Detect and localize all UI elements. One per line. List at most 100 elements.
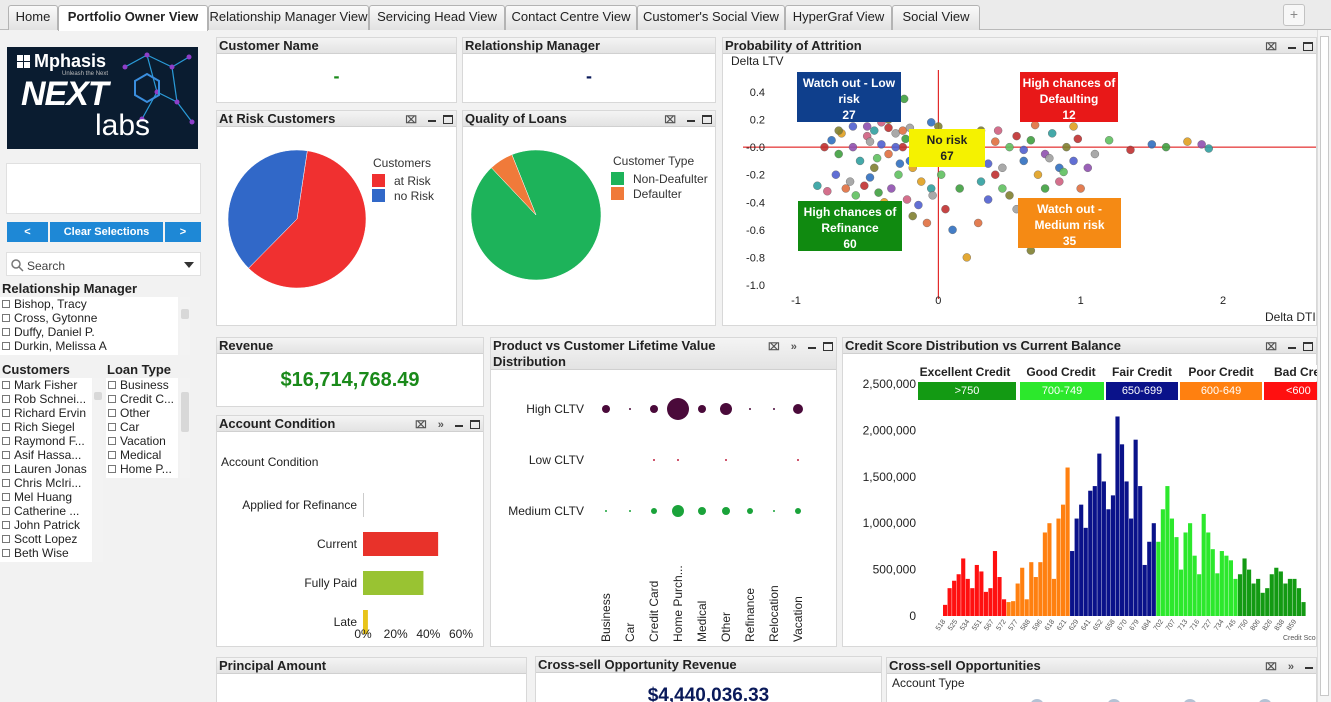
data-point: [941, 204, 950, 214]
cycle-icon[interactable]: »: [437, 419, 448, 431]
row-label: Low CLTV: [529, 453, 584, 467]
list-item[interactable]: Other: [106, 406, 178, 420]
histogram-bar: [1110, 495, 1116, 616]
list-item[interactable]: Durkin, Melissa A: [0, 339, 178, 353]
data-point: [865, 173, 875, 182]
tab-contact-centre-view[interactable]: Contact Centre View: [505, 5, 637, 30]
maximize-icon[interactable]: [443, 115, 453, 124]
cycle-icon[interactable]: »: [1287, 661, 1298, 673]
list-item[interactable]: Bishop, Tracy: [0, 297, 178, 311]
minimize-icon[interactable]: [807, 347, 816, 349]
tab-portfolio-owner-view[interactable]: Portfolio Owner View: [58, 5, 208, 31]
search-box[interactable]: Search: [6, 252, 201, 276]
loan-type-scrollbar[interactable]: [180, 378, 190, 478]
account-condition-bar-chart[interactable]: Applied for Refinance Current Fully Paid La…: [217, 432, 485, 646]
list-item[interactable]: Business: [106, 378, 178, 392]
tab-servicing-head-view[interactable]: Servicing Head View: [369, 5, 505, 30]
maximize-icon[interactable]: [823, 342, 833, 351]
credit-score-bar-chart[interactable]: 2,500,000 2,000,000 1,500,000 1,000,000 500,…: [843, 354, 1317, 646]
tick-label: -1: [791, 295, 801, 307]
bubble: [747, 508, 753, 514]
list-item[interactable]: Raymond F...: [0, 434, 92, 448]
back-button[interactable]: <: [7, 222, 48, 242]
bubble: [749, 408, 751, 410]
maximize-icon[interactable]: [702, 115, 712, 124]
customers-scrollbar[interactable]: [93, 378, 103, 562]
list-item[interactable]: Vacation: [106, 434, 178, 448]
list-item[interactable]: Richard Ervin: [0, 406, 92, 420]
clear-icon[interactable]: ⌧: [1265, 42, 1281, 53]
add-tab-button[interactable]: +: [1283, 4, 1305, 26]
data-point: [927, 184, 936, 193]
list-item[interactable]: Catherine ...: [0, 504, 92, 518]
list-item[interactable]: Lauren Jonas: [0, 462, 92, 476]
tick-label: 0.4: [750, 87, 765, 99]
data-point: [914, 200, 923, 210]
data-point: [983, 195, 993, 204]
cycle-icon[interactable]: »: [790, 341, 801, 353]
list-item[interactable]: Duffy, Daniel P.: [0, 325, 178, 339]
maximize-icon[interactable]: [1303, 342, 1313, 351]
list-item[interactable]: John Patrick: [0, 518, 92, 532]
clear-selections-button[interactable]: Clear Selections: [50, 222, 163, 242]
panel-title: Customer Name: [217, 38, 456, 54]
page-scrollbar[interactable]: [1317, 30, 1331, 702]
list-item[interactable]: Car: [106, 420, 178, 434]
minimize-icon[interactable]: [454, 425, 463, 427]
list-item[interactable]: Scott Lopez: [0, 532, 92, 546]
forward-button[interactable]: >: [165, 222, 201, 242]
histogram-bar: [1296, 588, 1302, 616]
minimize-icon[interactable]: [1287, 347, 1296, 349]
histogram-bar: [1065, 467, 1070, 616]
clear-icon[interactable]: ⌧: [664, 115, 680, 126]
legend-item: Non-Deafulter: [611, 172, 708, 186]
clear-icon[interactable]: ⌧: [415, 420, 431, 431]
data-point: [917, 177, 926, 186]
tab-relationship-manager-view[interactable]: Relationship Manager View: [208, 5, 369, 30]
list-item[interactable]: Beth Wise: [0, 546, 92, 560]
relationship-manager-scrollbar[interactable]: [180, 297, 190, 355]
tick-label: 596: [1032, 618, 1044, 632]
clear-icon[interactable]: ⌧: [405, 115, 421, 126]
at-risk-pie-chart[interactable]: [225, 145, 375, 295]
x-axis-label: Credit Score: [1283, 635, 1317, 642]
tick-label: 588: [1020, 618, 1032, 632]
minimize-icon[interactable]: [1305, 667, 1313, 669]
tab-customers-social-view[interactable]: Customer's Social View: [637, 5, 785, 30]
histogram-bar: [997, 577, 1002, 616]
tab-hypergraf-view[interactable]: HyperGraf View: [785, 5, 892, 30]
panel-title: Credit Score Distribution vs Current Bal…: [843, 338, 1316, 354]
list-item[interactable]: Asif Hassa...: [0, 448, 92, 462]
tab-social-view[interactable]: Social View: [892, 5, 980, 30]
list-item[interactable]: Cross, Gytonne: [0, 311, 178, 325]
clear-icon[interactable]: ⌧: [768, 342, 784, 353]
clear-icon[interactable]: ⌧: [1265, 342, 1281, 353]
histogram-bar: [1269, 574, 1274, 616]
bar: [363, 610, 368, 634]
data-point: [1069, 122, 1078, 131]
list-item[interactable]: Mark Fisher: [0, 378, 92, 392]
tick-label: 621: [1056, 618, 1068, 632]
list-item[interactable]: Credit C...: [106, 392, 178, 406]
list-item[interactable]: Chris McIri...: [0, 476, 92, 490]
maximize-icon[interactable]: [1303, 42, 1313, 51]
maximize-icon[interactable]: [470, 420, 480, 429]
list-item[interactable]: Home P...: [106, 462, 178, 476]
data-point: [823, 187, 832, 196]
histogram-bar: [1165, 486, 1170, 616]
list-item[interactable]: Medical: [106, 448, 178, 462]
quality-of-loans-pie-chart[interactable]: [471, 147, 611, 287]
histogram-bar: [1092, 486, 1097, 616]
product-cltv-bubble-chart[interactable]: High CLTV Low CLTV Medium CLTV Business Car C…: [491, 370, 838, 646]
chevron-down-icon[interactable]: [184, 262, 194, 268]
tab-home[interactable]: Home: [8, 5, 58, 30]
minimize-icon[interactable]: [1287, 47, 1296, 49]
data-point: [899, 94, 909, 104]
histogram-bar: [952, 580, 957, 616]
list-item[interactable]: Rob Schnei...: [0, 392, 92, 406]
minimize-icon[interactable]: [686, 120, 695, 122]
list-item[interactable]: Rich Siegel: [0, 420, 92, 434]
list-item[interactable]: Mel Huang: [0, 490, 92, 504]
minimize-icon[interactable]: [427, 120, 436, 122]
clear-icon[interactable]: ⌧: [1265, 662, 1281, 673]
